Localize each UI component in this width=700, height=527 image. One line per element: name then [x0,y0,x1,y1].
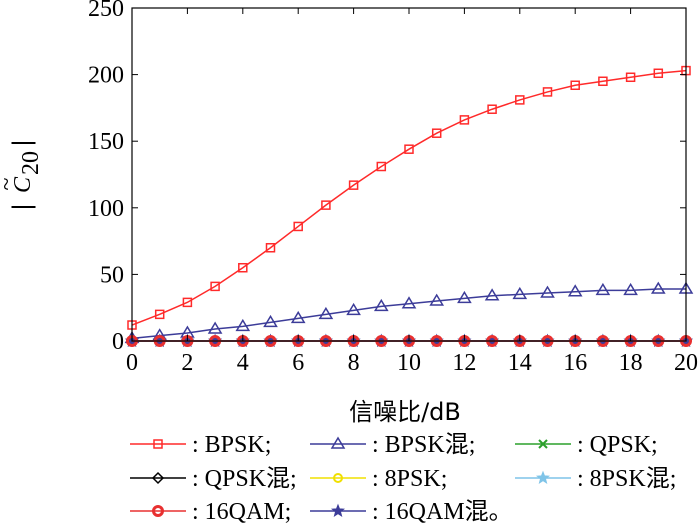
data-point [182,297,193,308]
data-point [653,68,664,79]
legend-label: : 8PSK混; [577,465,676,492]
legend-marker [153,439,163,449]
data-point [429,293,445,306]
y-tick-label: 150 [88,129,124,155]
y-axis-label: | C ~ 20 | [0,139,44,211]
data-point [265,243,276,253]
legend-marker [330,436,346,449]
data-point [457,290,472,304]
x-tick-label: 12 [452,350,476,376]
data-point [404,144,414,154]
data-point [318,306,334,320]
y-axis-label-subscript: 20 [18,151,44,175]
legend-marker [333,473,343,483]
x-tick-label: 14 [508,350,532,376]
x-axis-label: 信噪比/dB [349,398,461,426]
y-axis-label-tilde: ~ [0,177,20,190]
data-point [595,282,611,296]
marker-stroke [538,439,548,449]
x-tick-label: 20 [674,350,698,376]
legend-label: : 8PSK; [372,466,447,492]
y-tick-label: 50 [100,262,124,288]
data-point [321,200,331,210]
series-2 [124,281,694,344]
data-point [348,180,359,190]
series-line [131,288,686,340]
data-point [540,285,555,298]
data-point [625,72,636,83]
x-tick-label: 10 [397,350,421,376]
y-tick-label: 200 [88,63,124,89]
x-tick-label: 0 [126,350,138,376]
data-point [567,284,583,297]
x-tick-label: 16 [563,350,587,376]
legend-item-7: : 16QAM; [130,499,291,525]
x-tick-label: 18 [619,350,643,376]
series-1 [127,65,691,330]
legend-label: : QPSK; [577,432,658,458]
legend-marker [151,471,165,485]
y-axis-label-open: | [8,203,36,211]
data-point [512,286,528,300]
data-point [210,281,220,292]
y-axis-label-symbol: C [10,176,36,193]
data-point [235,318,251,332]
data-point [207,321,223,334]
x-tick-label: 2 [181,350,193,376]
y-tick-label: 0 [112,329,124,355]
legend-label: : BPSK混; [372,431,475,458]
data-point [346,302,361,316]
data-point [293,221,303,232]
data-point [570,80,580,91]
legend-item-2: : BPSK混; [310,431,475,458]
legend-label: : BPSK; [192,432,271,458]
y-tick-label: 100 [88,196,124,222]
legend-marker [538,439,548,449]
legend-marker [535,470,551,484]
x-tick-label: 6 [292,350,304,376]
data-point [154,309,165,320]
series-line [131,69,687,326]
data-point [487,104,497,114]
legend: : BPSK; : BPSK混; : QPSK; : QPSK混; : 8PSK; : 8… [130,431,676,525]
data-point [401,296,417,309]
data-point [373,298,389,312]
y-tick-label: 250 [88,0,124,22]
data-point [542,87,553,97]
data-point [263,314,278,328]
data-point [515,95,525,105]
legend-label: : QPSK混; [192,465,297,492]
legend-marker [152,505,164,517]
data-point [598,76,608,87]
x-tick-label: 8 [348,350,360,376]
legend-item-5: : 8PSK; [310,466,447,492]
data-point [238,262,248,273]
legend-item-1: : BPSK; [130,432,271,458]
legend-label: : 16QAM混。 [372,498,513,525]
data-point [623,282,638,296]
legend-marker [330,503,346,517]
legend-label: : 16QAM; [192,499,291,525]
data-point [290,310,306,324]
legend-item-8: : 16QAM混。 [310,498,513,525]
y-axis-label-close: | [8,139,36,147]
data-point [459,115,470,125]
x-tick-label: 4 [237,350,249,376]
data-point [650,281,666,294]
legend-item-3: : QPSK; [515,432,658,458]
data-point [376,161,387,172]
legend-item-6: : 8PSK混; [515,465,676,492]
data-point [431,128,442,138]
data-point [484,288,500,301]
legend-item-4: : QPSK混; [130,465,297,492]
